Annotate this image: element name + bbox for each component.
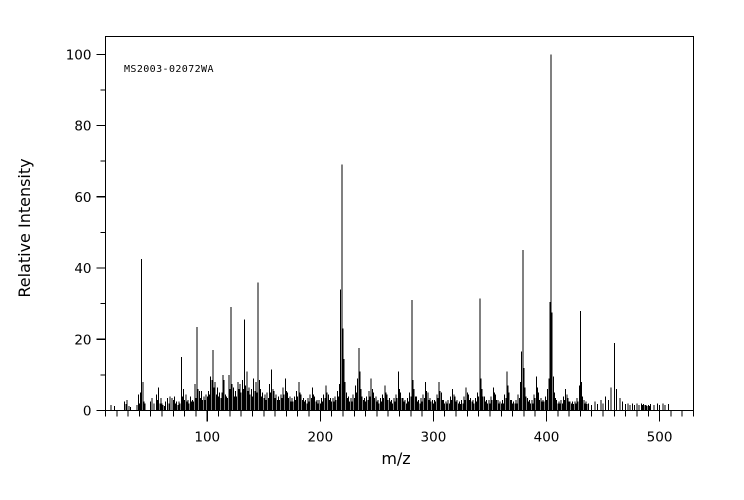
x-tick-label: 400: [534, 430, 560, 446]
x-axis-tick-labels: 100 200 300 400 500: [194, 430, 672, 446]
x-tick-label: 100: [194, 430, 220, 446]
spectrum-peaks: [110, 54, 670, 411]
y-axis-title: Relative Intensity: [15, 158, 34, 297]
x-axis-ticks: [105, 410, 694, 422]
y-tick-label: 20: [74, 332, 91, 348]
y-tick-label: 100: [66, 47, 92, 63]
y-axis-ticks: [96, 53, 106, 412]
x-tick-label: 200: [307, 430, 333, 446]
y-tick-label: 60: [74, 190, 91, 206]
x-tick-label: 500: [647, 430, 673, 446]
x-tick-label: 300: [421, 430, 447, 446]
plot-frame: [104, 35, 695, 412]
x-axis-title: m/z: [381, 449, 410, 468]
sample-id-annotation: MS2003-02072WA: [124, 64, 214, 75]
y-tick-label: 0: [83, 404, 92, 420]
y-axis-tick-labels: 0 20 40 60 80 100: [66, 47, 92, 419]
y-tick-label: 40: [74, 261, 91, 277]
y-tick-label: 80: [74, 119, 91, 135]
